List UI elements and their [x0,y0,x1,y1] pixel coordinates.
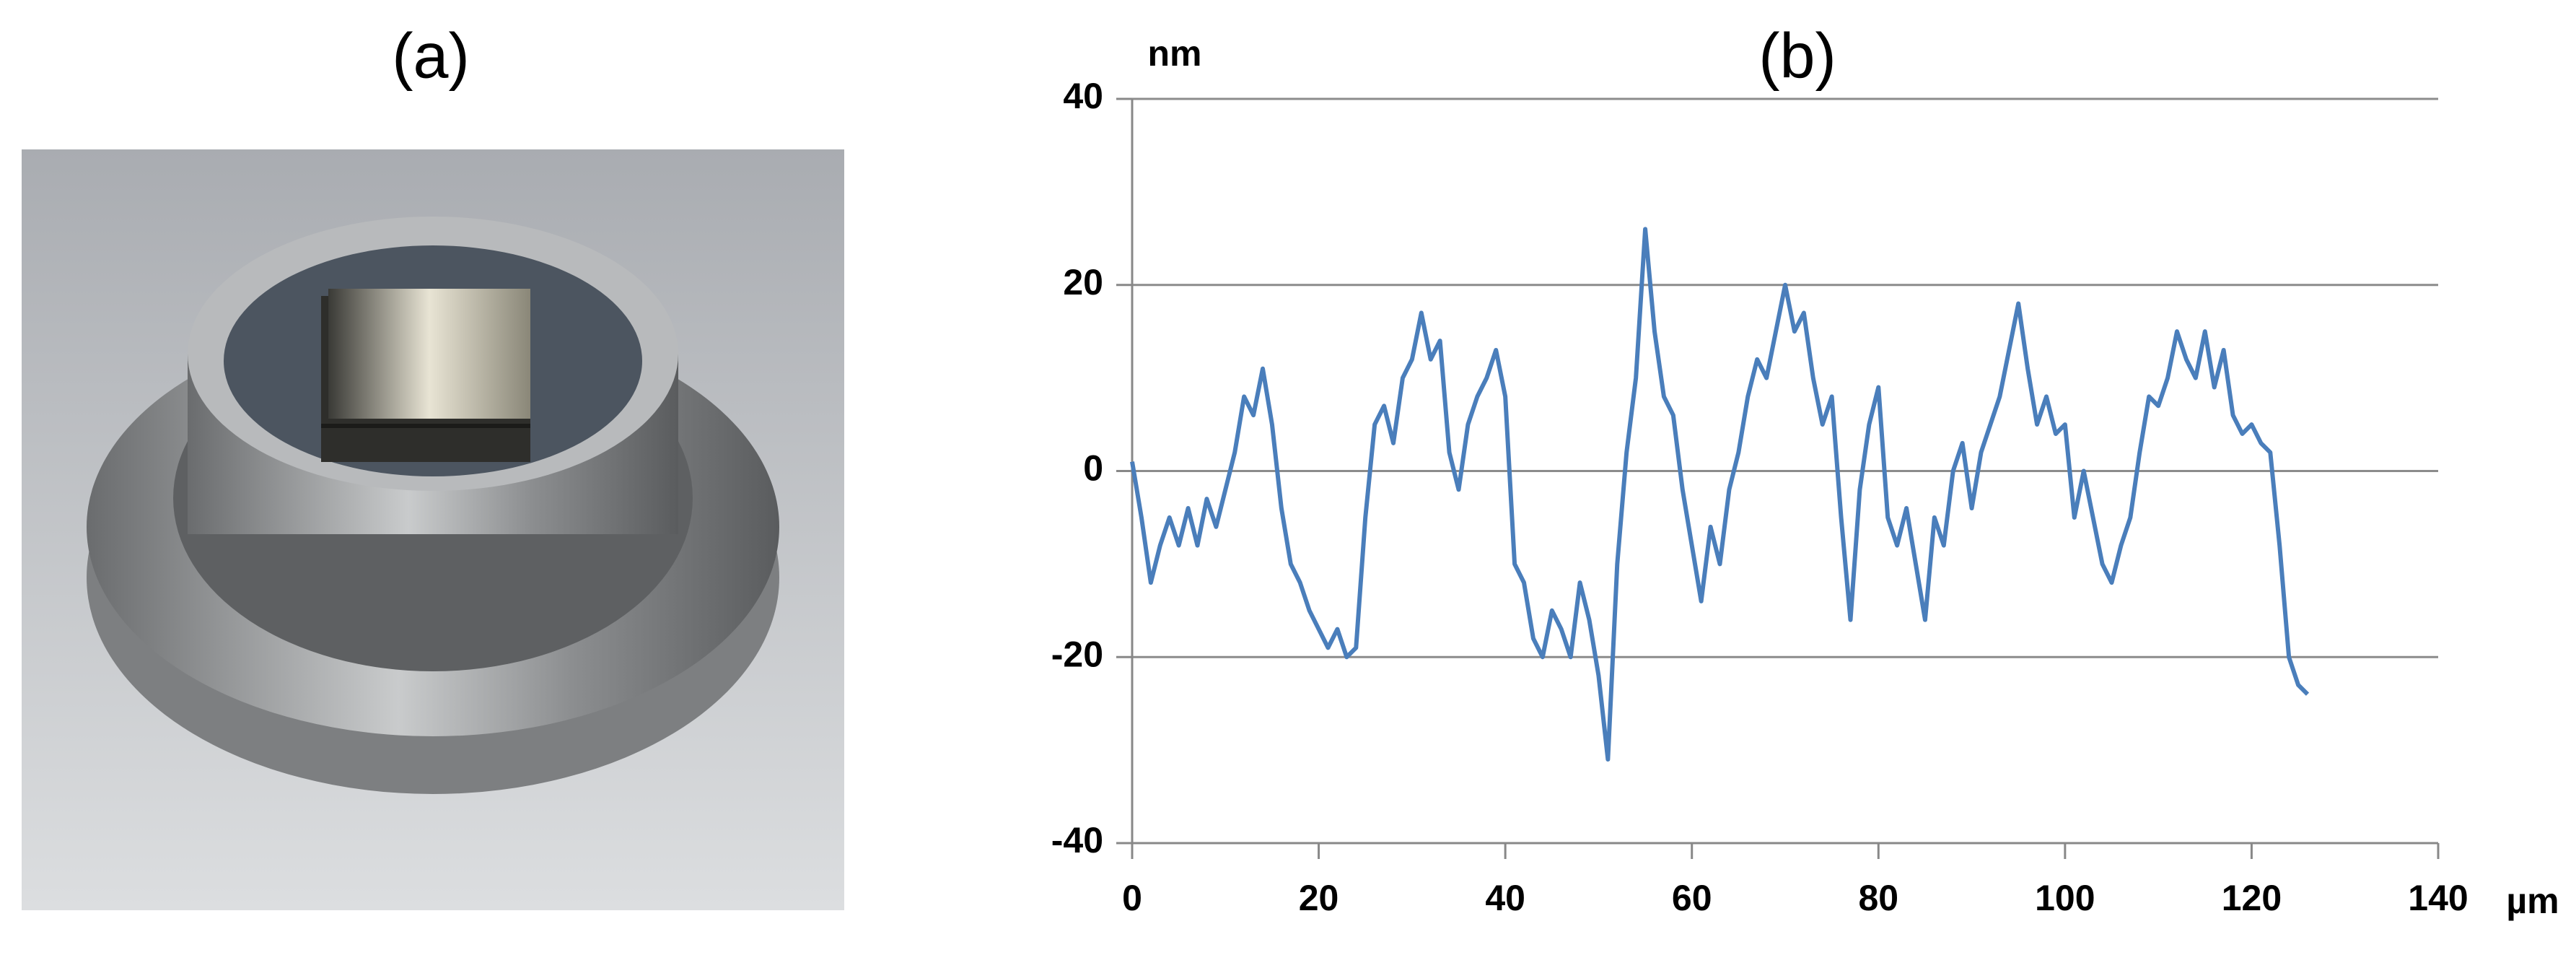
y-tick-label: -20 [1051,634,1103,674]
y-axis-label: nm [1148,33,1202,74]
x-tick-label: 120 [2222,878,2282,918]
panel-a-title: (a) [392,19,470,91]
y-tick-label: 0 [1083,448,1103,489]
x-axis-label: µm [2506,881,2559,921]
photo [22,149,844,910]
x-tick-label: 100 [2035,878,2095,918]
x-tick-label: 0 [1122,878,1142,918]
chart-title: (b) [1758,19,1836,91]
data-line [1130,227,2310,762]
x-tick-label: 80 [1858,878,1898,918]
x-tick-label: 60 [1672,878,1712,918]
y-tick-label: 20 [1063,262,1103,302]
y-tick-label: -40 [1051,820,1103,860]
x-tick-label: 20 [1299,878,1339,918]
cube-top [328,289,530,419]
y-tick-label: 40 [1063,76,1103,116]
x-tick-label: 40 [1485,878,1525,918]
x-tick-label: 140 [2408,878,2468,918]
